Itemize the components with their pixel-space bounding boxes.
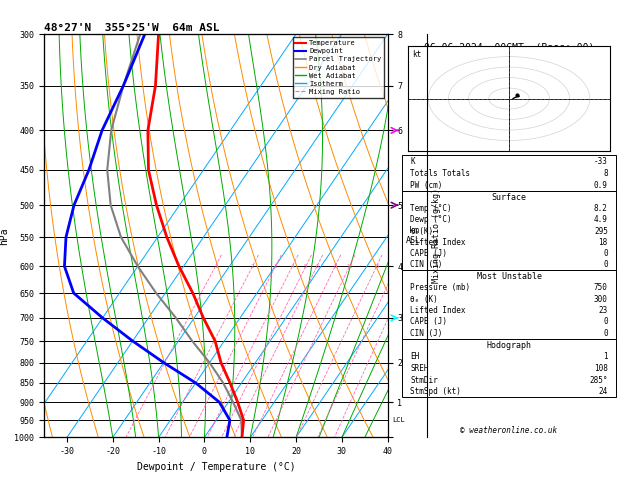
Text: CAPE (J): CAPE (J) xyxy=(410,317,447,327)
Text: Pressure (mb): Pressure (mb) xyxy=(410,283,470,292)
Text: CIN (J): CIN (J) xyxy=(410,329,443,338)
Text: LCL: LCL xyxy=(392,417,404,423)
Text: 4.9: 4.9 xyxy=(594,215,608,225)
Text: 3: 3 xyxy=(274,264,277,269)
Text: 750: 750 xyxy=(594,283,608,292)
Text: 0: 0 xyxy=(603,249,608,258)
Text: 8: 8 xyxy=(333,264,337,269)
Text: -33: -33 xyxy=(594,157,608,166)
Text: Hodograph: Hodograph xyxy=(486,341,532,349)
Bar xyxy=(402,155,616,191)
Y-axis label: hPa: hPa xyxy=(0,227,9,244)
Text: 108: 108 xyxy=(594,364,608,373)
Text: 4: 4 xyxy=(291,264,294,269)
Text: 18: 18 xyxy=(599,238,608,247)
Text: 1: 1 xyxy=(603,352,608,361)
Text: SREH: SREH xyxy=(410,364,429,373)
Text: CIN (J): CIN (J) xyxy=(410,260,443,269)
Text: 10: 10 xyxy=(347,264,353,269)
Text: 15: 15 xyxy=(374,264,380,269)
Text: 8: 8 xyxy=(603,169,608,178)
Y-axis label: Mixing Ratio (g/kg): Mixing Ratio (g/kg) xyxy=(432,188,441,283)
Text: EH: EH xyxy=(410,352,420,361)
Text: Most Unstable: Most Unstable xyxy=(477,272,542,281)
X-axis label: Dewpoint / Temperature (°C): Dewpoint / Temperature (°C) xyxy=(136,462,295,472)
Text: 8.2: 8.2 xyxy=(594,204,608,213)
Text: 295: 295 xyxy=(594,227,608,236)
Text: Temp (°C): Temp (°C) xyxy=(410,204,452,213)
Text: 2: 2 xyxy=(251,264,254,269)
Bar xyxy=(402,191,616,270)
Text: 285°: 285° xyxy=(589,376,608,384)
Bar xyxy=(402,339,616,397)
Bar xyxy=(402,270,616,339)
Text: θₑ(K): θₑ(K) xyxy=(410,227,433,236)
Legend: Temperature, Dewpoint, Parcel Trajectory, Dry Adiabat, Wet Adiabat, Isotherm, Mi: Temperature, Dewpoint, Parcel Trajectory… xyxy=(292,37,384,98)
Y-axis label: km
ASL: km ASL xyxy=(406,226,421,245)
Text: 48°27'N  355°25'W  64m ASL: 48°27'N 355°25'W 64m ASL xyxy=(44,23,220,33)
Text: 0.9: 0.9 xyxy=(594,181,608,191)
Text: 5: 5 xyxy=(304,264,308,269)
Text: 300: 300 xyxy=(594,295,608,304)
Text: Lifted Index: Lifted Index xyxy=(410,306,465,315)
Text: K: K xyxy=(410,157,415,166)
Text: Dewp (°C): Dewp (°C) xyxy=(410,215,452,225)
Text: StmDir: StmDir xyxy=(410,376,438,384)
Text: 0: 0 xyxy=(603,317,608,327)
Text: Surface: Surface xyxy=(491,193,526,202)
Text: 0: 0 xyxy=(603,329,608,338)
Text: CAPE (J): CAPE (J) xyxy=(410,249,447,258)
Text: θₑ (K): θₑ (K) xyxy=(410,295,438,304)
Text: StmSpd (kt): StmSpd (kt) xyxy=(410,387,461,396)
Text: 0: 0 xyxy=(603,260,608,269)
Text: 6: 6 xyxy=(315,264,319,269)
Text: Lifted Index: Lifted Index xyxy=(410,238,465,247)
Text: © weatheronline.co.uk: © weatheronline.co.uk xyxy=(460,426,557,435)
Text: PW (cm): PW (cm) xyxy=(410,181,443,191)
Text: 24: 24 xyxy=(599,387,608,396)
Text: 23: 23 xyxy=(599,306,608,315)
Text: 1: 1 xyxy=(214,264,217,269)
Text: 06.06.2024  00GMT  (Base: 00): 06.06.2024 00GMT (Base: 00) xyxy=(424,42,594,52)
Text: Totals Totals: Totals Totals xyxy=(410,169,470,178)
